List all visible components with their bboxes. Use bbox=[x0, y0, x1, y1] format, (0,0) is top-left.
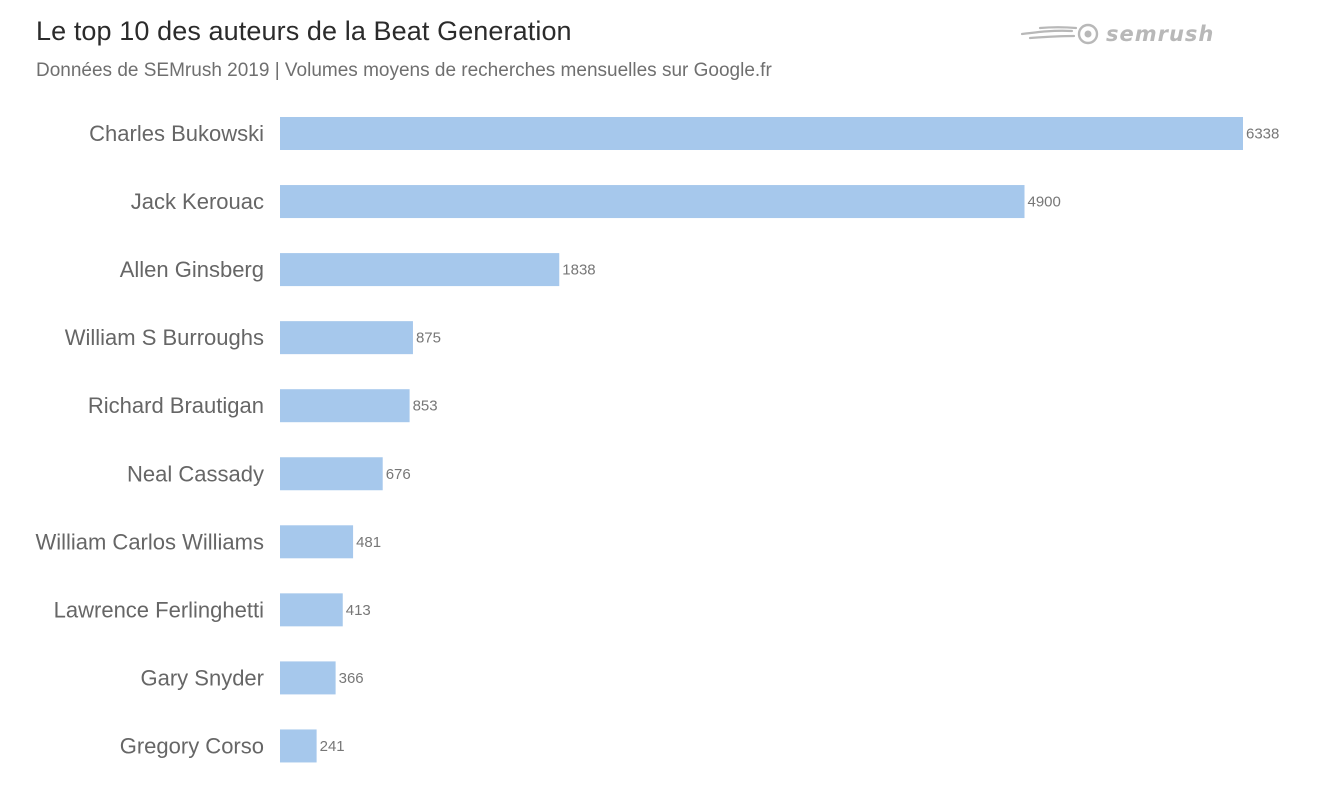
bar[interactable] bbox=[280, 117, 1243, 150]
semrush-logo: SEMrush bbox=[1020, 18, 1214, 50]
value-label: 875 bbox=[416, 330, 441, 347]
value-label: 853 bbox=[413, 398, 438, 415]
value-label: 241 bbox=[320, 738, 345, 755]
chart-title: Le top 10 des auteurs de la Beat Generat… bbox=[36, 16, 572, 46]
value-label: 481 bbox=[356, 534, 381, 551]
semrush-fireball-icon bbox=[1020, 23, 1099, 45]
bar[interactable] bbox=[280, 457, 383, 491]
category-label: Lawrence Ferlinghetti bbox=[54, 597, 264, 622]
bar[interactable] bbox=[280, 389, 410, 423]
category-label: Gregory Corso bbox=[120, 733, 264, 758]
bars-layer: Charles Bukowski 6338 Jack Kerouac 4900 Alle… bbox=[35, 117, 1279, 763]
value-label: 413 bbox=[346, 602, 371, 619]
value-label: 1838 bbox=[562, 262, 595, 279]
category-label: Richard Brautigan bbox=[88, 393, 264, 418]
bar[interactable] bbox=[280, 185, 1025, 219]
bar[interactable] bbox=[280, 729, 317, 763]
value-label: 676 bbox=[386, 466, 411, 483]
category-label: William Carlos Williams bbox=[35, 529, 264, 554]
logo-text: SEMrush bbox=[1106, 22, 1215, 46]
bar[interactable] bbox=[280, 253, 560, 287]
bar[interactable] bbox=[280, 321, 413, 355]
bar[interactable] bbox=[280, 525, 354, 559]
chart-subtitle: Données de SEMrush 2019 | Volumes moyens… bbox=[36, 60, 772, 81]
category-label: William S Burroughs bbox=[65, 325, 264, 350]
category-label: Jack Kerouac bbox=[131, 189, 264, 214]
value-label: 366 bbox=[339, 670, 364, 687]
category-label: Gary Snyder bbox=[141, 665, 265, 690]
bar[interactable] bbox=[280, 593, 343, 627]
value-label: 4900 bbox=[1028, 194, 1061, 211]
category-label: Neal Cassady bbox=[127, 461, 264, 486]
category-label: Allen Ginsberg bbox=[120, 257, 264, 282]
category-label: Charles Bukowski bbox=[89, 121, 264, 146]
bar[interactable] bbox=[280, 661, 336, 695]
value-label: 6338 bbox=[1246, 126, 1279, 143]
